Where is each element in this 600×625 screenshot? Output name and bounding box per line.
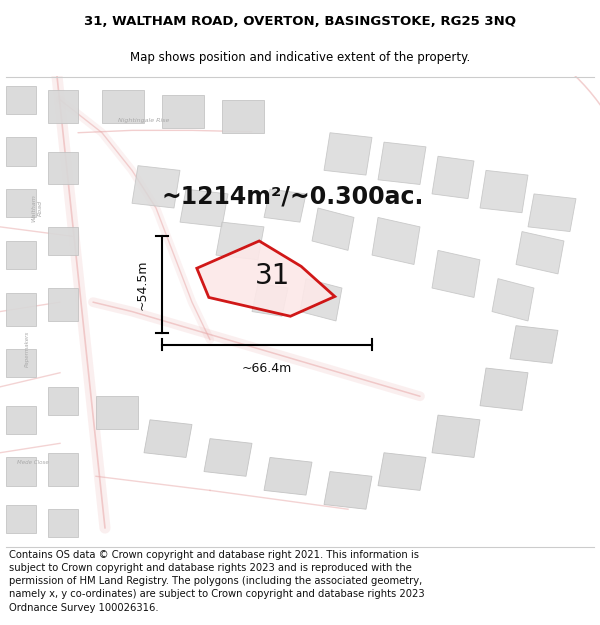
Polygon shape — [48, 151, 78, 184]
Polygon shape — [132, 166, 180, 208]
Polygon shape — [48, 227, 78, 255]
Text: Map shows position and indicative extent of the property.: Map shows position and indicative extent… — [130, 51, 470, 64]
Polygon shape — [48, 91, 78, 123]
Text: Papermakers: Papermakers — [25, 331, 29, 367]
Text: ~1214m²/~0.300ac.: ~1214m²/~0.300ac. — [162, 184, 424, 208]
Polygon shape — [252, 283, 288, 316]
Polygon shape — [48, 509, 78, 538]
Polygon shape — [300, 279, 342, 321]
Polygon shape — [6, 504, 36, 532]
Polygon shape — [264, 189, 306, 222]
Text: ~66.4m: ~66.4m — [242, 362, 292, 376]
Polygon shape — [204, 439, 252, 476]
Polygon shape — [432, 251, 480, 298]
Polygon shape — [6, 189, 36, 218]
Polygon shape — [6, 292, 36, 326]
Polygon shape — [144, 420, 192, 457]
Text: Waltham
Road: Waltham Road — [32, 194, 43, 222]
Polygon shape — [324, 472, 372, 509]
Polygon shape — [378, 142, 426, 184]
Polygon shape — [324, 132, 372, 175]
Polygon shape — [492, 279, 534, 321]
Polygon shape — [6, 458, 36, 486]
Text: Contains OS data © Crown copyright and database right 2021. This information is
: Contains OS data © Crown copyright and d… — [9, 550, 425, 612]
Text: 31: 31 — [256, 262, 290, 290]
Polygon shape — [162, 95, 204, 128]
Polygon shape — [48, 452, 78, 486]
Polygon shape — [528, 194, 576, 231]
Polygon shape — [6, 349, 36, 378]
Polygon shape — [480, 368, 528, 411]
Polygon shape — [48, 387, 78, 415]
Polygon shape — [6, 86, 36, 114]
Polygon shape — [222, 100, 264, 132]
Polygon shape — [6, 138, 36, 166]
Polygon shape — [96, 396, 138, 429]
Text: Nightingale Rise: Nightingale Rise — [118, 118, 170, 123]
Polygon shape — [516, 231, 564, 274]
Polygon shape — [6, 241, 36, 269]
Polygon shape — [480, 171, 528, 212]
Polygon shape — [432, 415, 480, 458]
Polygon shape — [102, 91, 144, 123]
Polygon shape — [378, 452, 426, 491]
Polygon shape — [216, 222, 264, 260]
Polygon shape — [197, 241, 335, 316]
Polygon shape — [372, 217, 420, 264]
Polygon shape — [180, 189, 228, 227]
Text: 31, WALTHAM ROAD, OVERTON, BASINGSTOKE, RG25 3NQ: 31, WALTHAM ROAD, OVERTON, BASINGSTOKE, … — [84, 15, 516, 28]
Polygon shape — [312, 208, 354, 251]
Text: Mede Close: Mede Close — [17, 459, 49, 464]
Polygon shape — [264, 458, 312, 495]
Polygon shape — [6, 406, 36, 434]
Polygon shape — [48, 288, 78, 321]
Text: ~54.5m: ~54.5m — [136, 259, 149, 310]
Polygon shape — [510, 326, 558, 363]
Polygon shape — [432, 156, 474, 199]
